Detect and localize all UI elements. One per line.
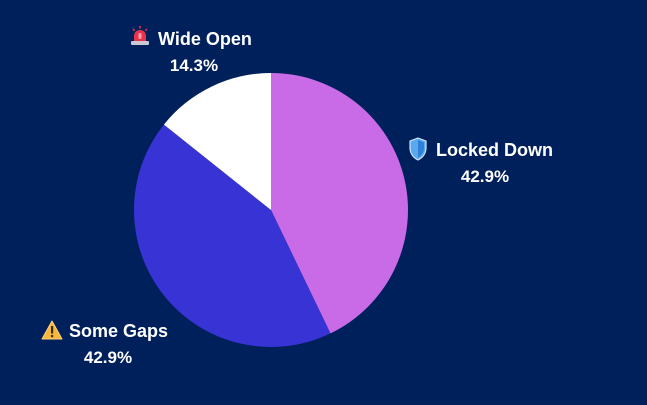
pie-slice-some-gaps <box>134 124 331 347</box>
slice-label-some-gaps: Some Gaps <box>69 321 168 341</box>
slice-percent-wide-open: 14.3% <box>170 56 218 75</box>
label-locked-down: Locked Down 42.9% <box>409 137 553 186</box>
pie-slice-locked-down <box>271 73 408 334</box>
pie-slices <box>134 73 408 347</box>
slice-percent-locked-down: 42.9% <box>461 167 509 186</box>
shield-icon <box>409 137 427 161</box>
siren-icon <box>131 26 149 45</box>
pie-slice-wide-open <box>163 73 271 210</box>
label-wide-open: Wide Open 14.3% <box>131 26 252 75</box>
warning-icon <box>41 320 63 340</box>
slice-percent-some-gaps: 42.9% <box>84 348 132 367</box>
slice-label-wide-open: Wide Open <box>158 29 252 49</box>
slice-label-locked-down: Locked Down <box>436 140 553 160</box>
label-some-gaps: Some Gaps 42.9% <box>41 320 168 367</box>
